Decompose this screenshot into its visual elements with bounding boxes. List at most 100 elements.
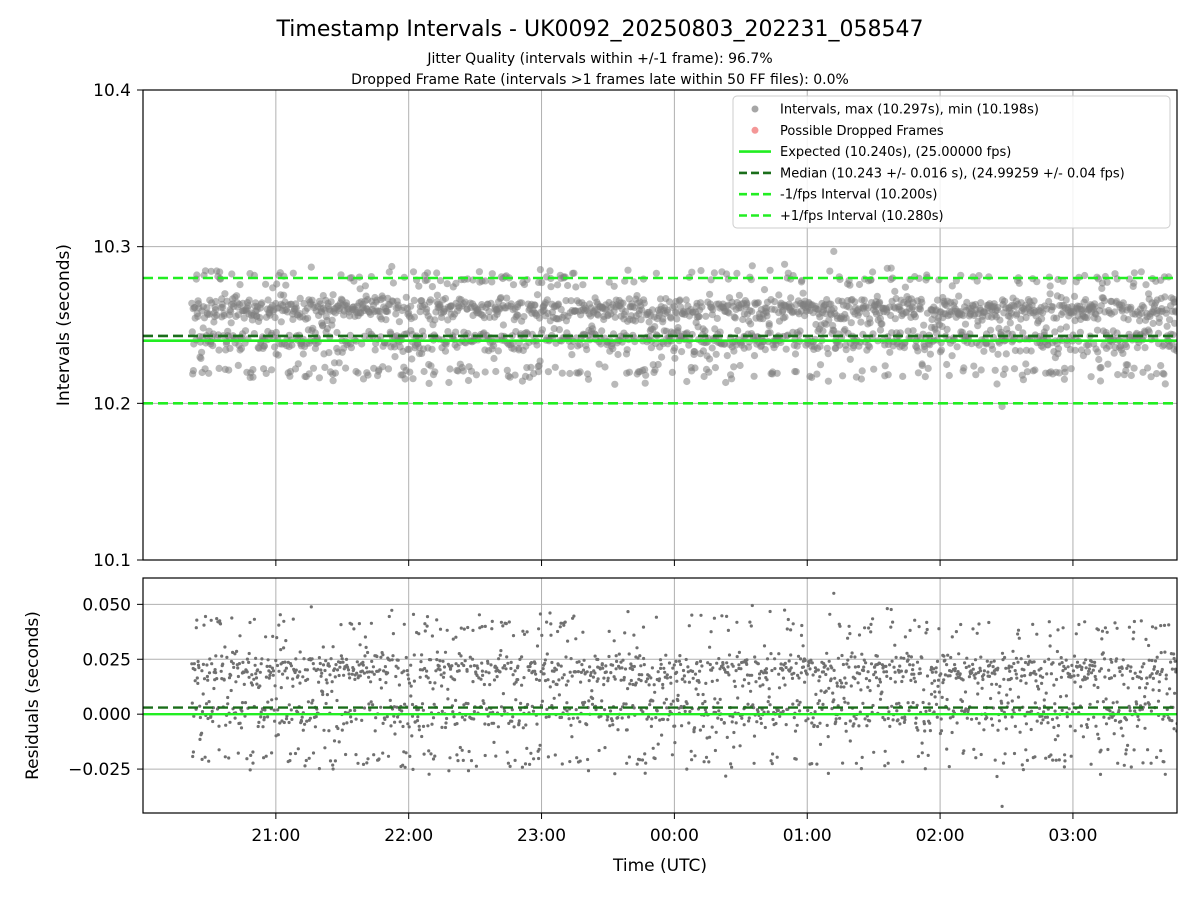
residual-point — [611, 663, 615, 667]
residual-point — [767, 695, 771, 699]
interval-point — [551, 363, 559, 371]
residual-point — [426, 724, 430, 728]
residual-point — [827, 686, 831, 690]
residual-point — [883, 749, 887, 753]
residual-point — [1109, 657, 1113, 662]
interval-point — [987, 326, 995, 334]
residual-point — [1113, 674, 1117, 678]
residual-point — [1084, 658, 1088, 662]
residual-point — [915, 726, 919, 730]
residual-point — [214, 671, 218, 675]
residual-point — [646, 715, 651, 719]
residual-point — [1119, 726, 1123, 730]
residual-point — [718, 667, 722, 671]
interval-point — [750, 352, 759, 360]
interval-point — [509, 281, 518, 289]
residual-point — [291, 617, 295, 621]
residual-point — [781, 668, 785, 672]
residual-point — [835, 684, 840, 688]
residual-point — [261, 725, 265, 729]
interval-point — [1023, 368, 1031, 376]
residual-point — [974, 672, 978, 676]
residual-point — [789, 628, 793, 632]
interval-point — [1137, 268, 1145, 276]
residual-point — [1053, 702, 1057, 706]
residual-point — [1087, 667, 1092, 671]
residual-point — [198, 737, 202, 742]
residual-point — [1065, 715, 1069, 719]
residual-point — [950, 730, 954, 735]
interval-point — [1001, 365, 1009, 373]
residual-point — [770, 668, 774, 673]
residual-point — [918, 671, 923, 675]
residual-point — [765, 657, 770, 661]
residual-point — [1080, 665, 1084, 669]
residual-point — [240, 709, 244, 713]
interval-point — [535, 314, 544, 322]
residual-point — [1064, 694, 1068, 698]
interval-point — [427, 362, 435, 370]
residual-point — [516, 664, 520, 668]
residual-point — [903, 715, 907, 719]
interval-point — [288, 341, 296, 349]
residual-point — [303, 722, 307, 726]
residual-point — [600, 662, 604, 666]
interval-point — [209, 342, 217, 350]
residual-point — [923, 729, 927, 733]
residual-point — [872, 750, 876, 754]
interval-point — [441, 294, 450, 303]
residual-point — [988, 663, 992, 667]
residual-point — [673, 724, 677, 728]
residual-point — [864, 661, 868, 665]
residual-point — [528, 762, 532, 767]
residual-point — [238, 721, 242, 725]
residual-point — [996, 666, 1000, 670]
residual-point — [660, 733, 664, 737]
residual-point — [846, 636, 850, 640]
residual-point — [921, 700, 925, 705]
interval-point — [346, 331, 354, 339]
legend-entry-0: Intervals, max (10.297s), min (10.198s) — [780, 103, 1039, 118]
interval-point — [826, 267, 834, 275]
residual-point — [552, 696, 556, 700]
residual-point — [626, 687, 630, 691]
residual-point — [264, 635, 268, 639]
residual-point — [758, 684, 762, 688]
residual-point — [541, 667, 545, 671]
residual-point — [522, 676, 526, 680]
residual-point — [471, 680, 475, 684]
interval-point — [708, 344, 716, 352]
residual-point — [256, 724, 260, 729]
residual-point — [433, 754, 437, 758]
interval-point — [1022, 314, 1030, 322]
residual-point — [1116, 761, 1120, 765]
residual-point — [784, 723, 788, 727]
residual-point — [721, 662, 725, 667]
residual-point — [503, 709, 507, 713]
residual-point — [240, 701, 245, 705]
residual-point — [564, 683, 569, 687]
residual-point — [659, 662, 663, 666]
residual-point — [1085, 725, 1089, 730]
residual-point — [471, 628, 475, 633]
interval-point — [490, 354, 498, 363]
residual-point — [589, 673, 593, 678]
interval-point — [1119, 349, 1127, 357]
residual-point — [974, 756, 978, 760]
residual-point — [901, 760, 905, 764]
residual-point — [771, 752, 775, 756]
residual-point — [1014, 656, 1019, 660]
residual-point — [317, 656, 321, 660]
interval-point — [824, 377, 833, 385]
residual-point — [582, 658, 586, 662]
interval-point — [1145, 290, 1153, 298]
residual-point — [883, 764, 887, 768]
interval-point — [645, 318, 653, 326]
residual-point — [1068, 672, 1072, 677]
residual-point — [423, 629, 427, 633]
residual-point — [971, 667, 975, 671]
residual-point — [1008, 669, 1012, 673]
interval-point — [937, 346, 946, 354]
residual-point — [1159, 749, 1163, 753]
residual-point — [390, 658, 394, 662]
